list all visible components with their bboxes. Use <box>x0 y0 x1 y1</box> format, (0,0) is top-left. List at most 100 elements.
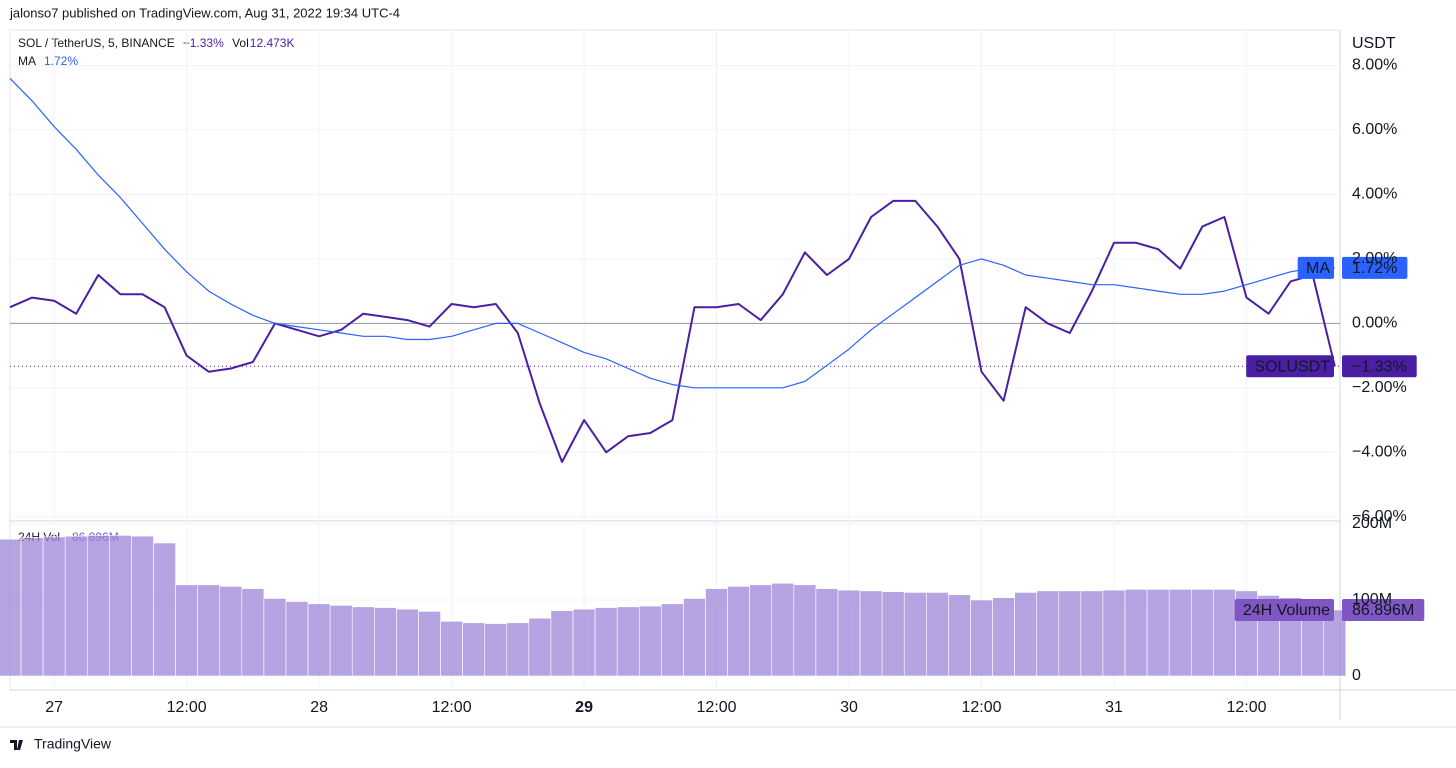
volume-bar <box>793 584 817 677</box>
x-tick-label: 12:00 <box>697 699 737 716</box>
volume-bar <box>1080 590 1104 677</box>
volume-bar <box>749 584 773 677</box>
volume-bar <box>109 535 132 677</box>
x-tick-label: 12:00 <box>167 699 207 716</box>
volume-bar <box>616 606 640 677</box>
volume-bar <box>86 535 110 677</box>
tag-name-box <box>1246 355 1334 378</box>
x-tick-label: 29 <box>575 699 593 716</box>
volume-bar <box>550 610 574 677</box>
volume-bar <box>197 584 221 677</box>
overlay: SOLUSDT −1.33% MA 1.72% 24H Volume 86.896M <box>1234 256 1425 621</box>
volume-bar <box>1014 592 1038 677</box>
x-tick-label: 27 <box>45 699 63 716</box>
marks <box>0 77 1347 677</box>
y2-tick-label: 100M <box>1352 591 1392 608</box>
volume-bar <box>1146 589 1170 677</box>
volume-bar <box>992 597 1015 677</box>
y-tick-label: −2.00% <box>1352 379 1407 396</box>
tag-name: SOLUSDT <box>1254 358 1330 375</box>
volume-bar <box>1058 590 1082 677</box>
axis-unit: USDT <box>1352 35 1396 52</box>
volume-bar <box>219 586 243 677</box>
volume-bar <box>20 537 44 677</box>
grid <box>10 30 1340 690</box>
volume-bar <box>837 589 861 677</box>
y-tick-label: 4.00% <box>1352 186 1397 203</box>
y-tick-label: 8.00% <box>1352 57 1397 74</box>
attribution: jalonso7 published on TradingView.com, A… <box>9 5 400 20</box>
volume-bar <box>285 601 309 677</box>
volume-bar <box>859 590 883 677</box>
volume-bar <box>484 623 508 677</box>
volume-bar <box>0 538 22 677</box>
volume-bar <box>329 605 353 677</box>
volume-bar <box>351 606 375 677</box>
volume-bar <box>948 594 971 677</box>
volume-bar <box>881 591 905 677</box>
volume-bar <box>1213 589 1236 677</box>
volume-bar <box>131 535 154 677</box>
volume-bar <box>926 592 949 677</box>
x-tick-label: 28 <box>310 699 328 716</box>
x-tick-label: 30 <box>840 699 858 716</box>
legend: SOL / TetherUS, 5, BINANCE −1.33% Vol 12… <box>18 36 295 544</box>
tag-name-box <box>1297 256 1334 279</box>
legend-volume: 12.473K <box>250 36 295 50</box>
legend-change: −1.33% <box>183 36 224 50</box>
brand-logo <box>10 740 23 750</box>
x-tick-label: 12:00 <box>1226 699 1266 716</box>
volume-bar <box>683 598 706 677</box>
tag-value-box <box>1342 355 1417 378</box>
volume-bar <box>64 535 88 677</box>
y2-tick-label: 200M <box>1352 515 1392 532</box>
line-0 <box>9 199 1336 463</box>
tag-value-box <box>1342 598 1425 621</box>
legend-title: SOL / TetherUS, 5, BINANCE <box>18 36 175 50</box>
y-tick-label: −4.00% <box>1352 444 1407 461</box>
legend-ma-value: 1.72% <box>44 54 78 68</box>
volume-bar <box>241 588 265 677</box>
volume-bar <box>263 598 287 677</box>
volume-bar <box>462 622 486 677</box>
volume-bar <box>771 582 795 677</box>
x-tick-label: 12:00 <box>432 699 472 716</box>
volume-bar <box>42 536 66 677</box>
brand-name: TradingView <box>34 736 112 752</box>
volume-bar <box>594 607 618 677</box>
tag-name: MA <box>1306 260 1330 277</box>
legend-volume-prefix: Vol <box>232 36 249 50</box>
volume-bar <box>396 608 419 677</box>
legend-ma-name: MA <box>18 54 36 68</box>
volume-bar <box>153 542 176 677</box>
volume-bar <box>1036 590 1060 677</box>
x-tick-label: 31 <box>1105 699 1123 716</box>
y-tick-label: 6.00% <box>1352 121 1397 138</box>
brand: TradingView <box>10 736 112 752</box>
x-tick-label: 12:00 <box>961 699 1001 716</box>
volume-bar <box>1124 589 1148 677</box>
volume-bar <box>815 588 839 677</box>
volume-bar <box>307 603 331 677</box>
y-tick-label: −6.00% <box>1352 508 1407 525</box>
y-tick-label: 0.00% <box>1352 315 1397 332</box>
volume-bar <box>572 608 596 677</box>
tag-name-box <box>1234 598 1334 621</box>
y-tick-label: 2.00% <box>1352 250 1397 267</box>
volume-bar <box>506 622 530 677</box>
line-1 <box>9 77 1335 389</box>
tag-value: 1.72% <box>1352 260 1397 277</box>
volume-bar <box>1168 589 1192 677</box>
volume-bar <box>528 617 552 677</box>
volume-bar <box>705 588 728 677</box>
y2-tick-label: 0 <box>1352 667 1361 684</box>
volume-bar <box>418 611 441 677</box>
volume-bar <box>903 592 927 677</box>
volume-bar <box>970 599 993 677</box>
tag-value-box <box>1342 256 1408 279</box>
volume-bar <box>727 586 750 677</box>
volume-bar <box>1323 609 1347 677</box>
tag-value: 86.896M <box>1352 602 1414 619</box>
volume-bar <box>638 605 662 677</box>
